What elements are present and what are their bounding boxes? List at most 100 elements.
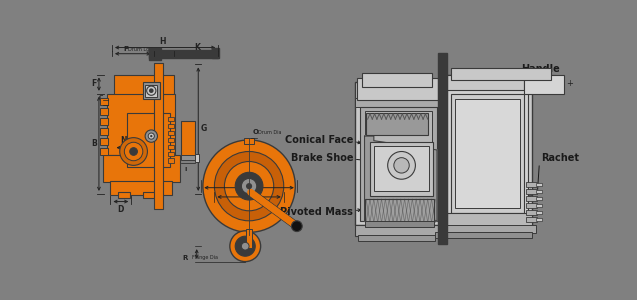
Text: D: D <box>117 206 124 214</box>
Text: B: B <box>91 139 97 148</box>
Circle shape <box>215 152 283 221</box>
Bar <box>526 203 537 208</box>
Text: Handle: Handle <box>522 64 560 74</box>
Bar <box>447 74 532 229</box>
Bar <box>101 138 108 145</box>
Bar <box>447 74 555 90</box>
Circle shape <box>130 148 138 155</box>
Bar <box>101 118 108 124</box>
Circle shape <box>124 142 143 161</box>
Circle shape <box>120 138 147 165</box>
Bar <box>245 138 254 144</box>
Bar <box>149 50 218 58</box>
Bar <box>355 82 440 225</box>
Bar <box>451 94 524 213</box>
Bar <box>355 98 440 107</box>
Bar <box>101 128 108 135</box>
Text: G: G <box>201 124 207 133</box>
Bar <box>364 221 434 227</box>
Bar <box>447 225 536 233</box>
Bar <box>246 229 252 248</box>
Text: Brake Shoe: Brake Shoe <box>290 153 353 163</box>
Bar <box>526 210 537 214</box>
Text: E: E <box>247 179 252 185</box>
Circle shape <box>203 140 296 232</box>
Text: F: F <box>91 79 97 88</box>
Bar <box>101 108 108 115</box>
Bar <box>154 63 163 209</box>
Bar <box>127 113 170 167</box>
Bar <box>524 78 561 90</box>
Bar <box>359 82 436 98</box>
Text: Flange Dia: Flange Dia <box>192 255 218 260</box>
Polygon shape <box>364 136 437 221</box>
Bar <box>438 53 447 244</box>
Bar <box>526 217 537 222</box>
Text: Spring: Spring <box>387 102 424 112</box>
Bar <box>212 48 219 58</box>
Bar <box>364 199 434 222</box>
Text: Drum Dia: Drum Dia <box>257 130 281 135</box>
Bar <box>370 142 433 196</box>
Text: O: O <box>253 129 259 135</box>
Bar <box>168 145 175 149</box>
Bar <box>168 158 175 163</box>
Bar <box>101 98 108 104</box>
Circle shape <box>149 88 154 93</box>
Text: Drum Lgth: Drum Lgth <box>128 47 155 52</box>
Circle shape <box>246 183 252 189</box>
Bar <box>168 117 175 122</box>
Bar <box>103 155 180 182</box>
Text: I: I <box>184 167 187 172</box>
Bar <box>362 73 432 87</box>
Bar <box>536 204 541 207</box>
Bar <box>182 121 195 159</box>
Text: R: R <box>182 255 187 261</box>
Text: C: C <box>98 95 103 100</box>
Bar <box>110 181 172 195</box>
Circle shape <box>145 130 157 142</box>
Text: K: K <box>194 43 199 52</box>
Text: Rachet: Rachet <box>541 153 579 163</box>
Bar <box>436 232 532 238</box>
Bar <box>536 218 541 221</box>
Circle shape <box>235 236 255 256</box>
Bar <box>526 182 537 187</box>
Text: A: A <box>247 189 252 195</box>
Bar <box>149 47 161 60</box>
Bar <box>536 183 541 186</box>
Bar <box>113 74 174 117</box>
Bar <box>366 113 427 135</box>
Bar <box>359 235 436 241</box>
Bar <box>455 99 520 208</box>
Circle shape <box>241 178 257 194</box>
Bar <box>524 74 564 94</box>
Bar <box>143 82 160 99</box>
Circle shape <box>150 135 152 137</box>
Bar <box>145 85 157 97</box>
Text: N: N <box>120 136 127 145</box>
Circle shape <box>230 231 261 262</box>
Bar <box>168 124 175 128</box>
Bar <box>108 94 175 155</box>
Circle shape <box>388 152 415 179</box>
Circle shape <box>394 158 409 173</box>
Bar <box>536 211 541 214</box>
Text: +: + <box>566 79 573 88</box>
Bar <box>355 225 440 236</box>
Text: P: P <box>124 46 129 52</box>
Circle shape <box>235 172 263 200</box>
Bar <box>536 197 541 200</box>
Bar <box>447 232 530 238</box>
Bar <box>195 154 199 161</box>
Bar <box>182 155 197 160</box>
Bar <box>357 78 438 100</box>
Bar <box>526 196 537 201</box>
Bar <box>364 112 433 218</box>
Circle shape <box>148 133 154 139</box>
Circle shape <box>292 221 302 232</box>
Circle shape <box>224 161 274 211</box>
Bar <box>101 148 108 154</box>
Bar <box>451 68 551 80</box>
Bar <box>360 107 437 221</box>
